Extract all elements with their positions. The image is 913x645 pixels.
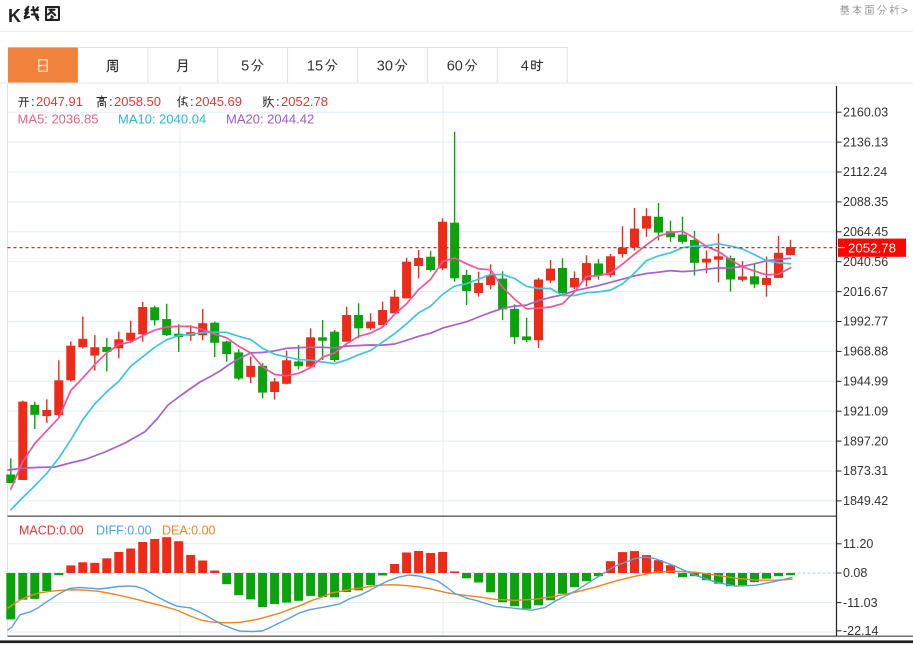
svg-text:2047.91: 2047.91 <box>36 94 83 109</box>
svg-text:2016.67: 2016.67 <box>843 285 888 299</box>
svg-text:4: 4 <box>521 59 529 75</box>
svg-text:>: > <box>901 4 908 18</box>
svg-text:2045.69: 2045.69 <box>195 94 242 109</box>
svg-text:2136.13: 2136.13 <box>843 135 888 149</box>
svg-text:2040.56: 2040.56 <box>843 255 888 269</box>
svg-text:60: 60 <box>447 59 463 75</box>
svg-text:1921.09: 1921.09 <box>843 404 888 418</box>
svg-text::: : <box>31 94 35 109</box>
svg-text:5: 5 <box>241 59 249 75</box>
svg-text:1897.20: 1897.20 <box>843 434 888 448</box>
svg-text:DIFF:0.00: DIFF:0.00 <box>96 524 152 538</box>
svg-text::: : <box>190 94 194 109</box>
svg-text:15: 15 <box>307 59 323 75</box>
svg-text:1873.31: 1873.31 <box>843 464 888 478</box>
svg-text:2088.35: 2088.35 <box>843 195 888 209</box>
svg-text:1849.42: 1849.42 <box>843 494 888 508</box>
svg-text:2064.45: 2064.45 <box>843 225 888 239</box>
svg-text:MA5: 2036.85: MA5: 2036.85 <box>18 112 99 127</box>
svg-text:2052.78: 2052.78 <box>848 241 896 256</box>
svg-text:30: 30 <box>377 59 393 75</box>
svg-text:K: K <box>8 6 21 26</box>
svg-text:MA20: 2044.42: MA20: 2044.42 <box>226 112 314 127</box>
svg-text:-11.03: -11.03 <box>843 596 878 610</box>
svg-text:-22.14: -22.14 <box>843 624 878 638</box>
svg-text:2058.50: 2058.50 <box>114 94 161 109</box>
svg-text::: : <box>276 94 280 109</box>
svg-text:1944.99: 1944.99 <box>843 375 888 389</box>
svg-text:1968.88: 1968.88 <box>843 345 888 359</box>
svg-text:0.08: 0.08 <box>843 566 867 580</box>
svg-text:2112.24: 2112.24 <box>843 165 887 179</box>
svg-text:2052.78: 2052.78 <box>281 94 328 109</box>
svg-text:11.20: 11.20 <box>843 537 873 551</box>
svg-text:2160.03: 2160.03 <box>843 105 888 119</box>
svg-text:MACD:0.00: MACD:0.00 <box>19 524 84 538</box>
svg-text::: : <box>109 94 113 109</box>
svg-text:DEA:0.00: DEA:0.00 <box>162 524 216 538</box>
svg-text:MA10: 2040.04: MA10: 2040.04 <box>118 112 206 127</box>
svg-text:1992.77: 1992.77 <box>843 315 888 329</box>
